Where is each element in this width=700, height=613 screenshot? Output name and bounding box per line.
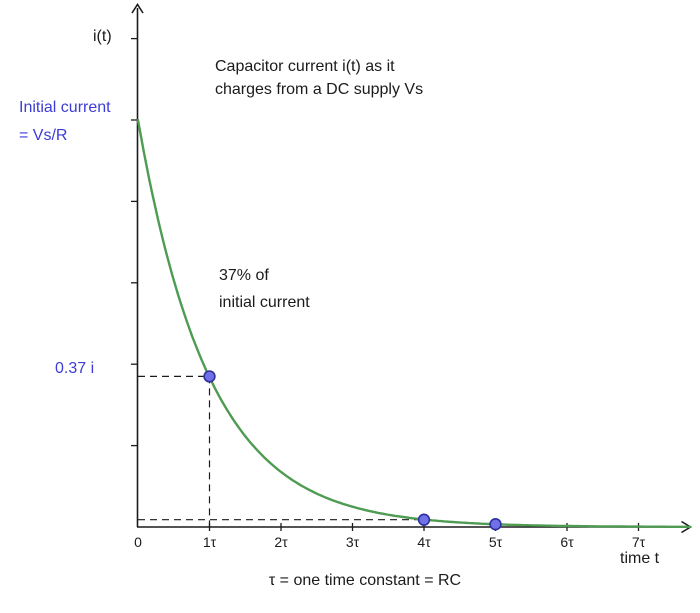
curve-points <box>203 370 502 531</box>
x-tick-label-1tau: 1τ <box>203 534 217 550</box>
chart-title-line2: charges from a DC supply Vs <box>215 81 423 98</box>
x-tick-labels: 0 1τ 2τ 3τ 4τ 5τ 6τ 7τ <box>134 534 646 550</box>
x-tick-label-7tau: 7τ <box>632 534 646 550</box>
x-tick-label-2tau: 2τ <box>274 534 288 550</box>
chart-title-line1: Capacitor current i(t) as it <box>215 58 395 75</box>
guides <box>138 375 418 527</box>
y-axis-arrow-icon <box>131 3 144 14</box>
annotation-37pct-line2: initial current <box>219 294 310 311</box>
curve-point <box>203 370 216 383</box>
curve-point <box>489 517 502 531</box>
x-axis-label: time t <box>620 550 660 567</box>
curve-point <box>417 513 431 526</box>
decay-curve <box>136 118 692 528</box>
x-tick-label-6tau: 6τ <box>560 534 574 550</box>
x-tick-label-0: 0 <box>134 534 142 550</box>
y-value-037-label: 0.37 i <box>55 360 94 377</box>
y-axis-label: i(t) <box>93 28 112 45</box>
initial-current-label-line1: Initial current <box>19 99 111 116</box>
x-tick-label-4tau: 4τ <box>417 534 431 550</box>
annotation-37pct-line1: 37% of <box>219 267 269 284</box>
x-tick-label-5tau: 5τ <box>489 534 503 550</box>
x-tick-label-3tau: 3τ <box>346 534 360 550</box>
caption-time-constant: τ = one time constant = RC <box>269 572 461 589</box>
initial-current-label-line2: = Vs/R <box>19 127 67 144</box>
